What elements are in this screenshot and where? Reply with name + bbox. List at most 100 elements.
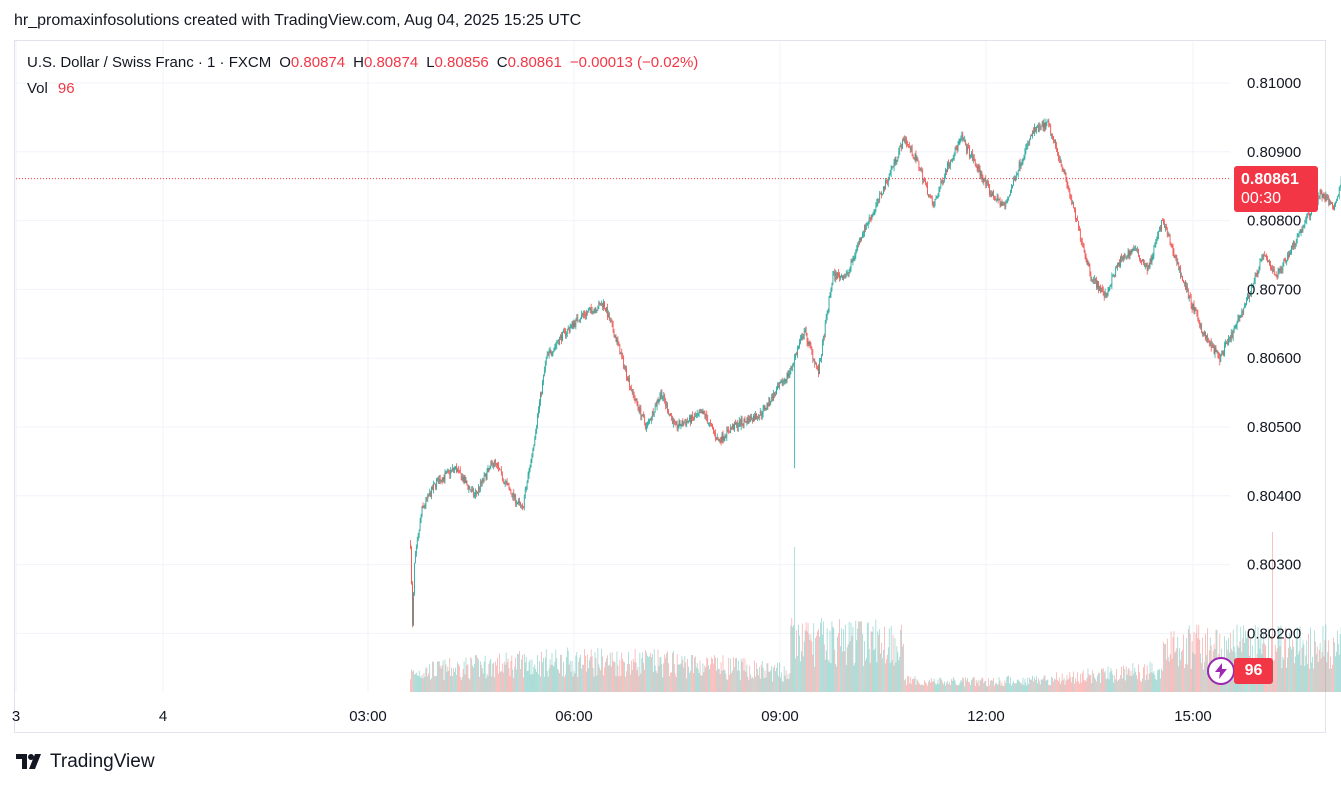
volume-bar	[1206, 654, 1207, 692]
candle-body	[767, 403, 769, 406]
volume-bar	[1186, 638, 1187, 692]
candle-body	[838, 273, 839, 275]
volume-bar	[1315, 654, 1317, 692]
volume-bar	[764, 670, 766, 692]
candle-body	[832, 274, 834, 284]
volume-bar	[662, 677, 664, 692]
candle-body	[735, 422, 736, 425]
volume-bar	[475, 654, 476, 692]
candle-body	[822, 342, 823, 356]
candle-body	[1291, 245, 1292, 253]
volume-bar	[895, 662, 897, 692]
candle-body	[1318, 195, 1320, 197]
volume-bar	[1125, 666, 1127, 692]
candle-body	[1256, 273, 1258, 275]
candle-body	[650, 419, 651, 421]
candle-body	[488, 468, 490, 469]
volume-bar	[1154, 675, 1156, 692]
candle-body	[1131, 249, 1133, 253]
volume-bar	[965, 677, 967, 692]
candle-body	[539, 402, 540, 410]
volume-bar	[1069, 672, 1071, 692]
lightning-icon[interactable]	[1207, 657, 1235, 685]
volume-bar	[783, 666, 785, 692]
candle-body	[1248, 295, 1249, 299]
candle-body	[428, 494, 430, 497]
volume-label[interactable]: Vol	[27, 80, 48, 97]
volume-bar	[508, 667, 510, 692]
volume-bar	[1160, 678, 1161, 692]
candle-body	[963, 140, 965, 141]
volume-bar	[521, 659, 522, 692]
volume-bar	[742, 657, 744, 692]
volume-bar	[717, 668, 719, 692]
volume-bar	[445, 664, 447, 692]
candle-body	[678, 421, 680, 427]
volume-bar	[512, 669, 514, 692]
candle-body	[1216, 351, 1218, 353]
volume-bar	[600, 670, 602, 692]
candle-body	[1095, 279, 1096, 281]
candle-body	[1320, 189, 1322, 194]
volume-bar	[837, 636, 838, 692]
candle-body	[995, 199, 997, 201]
candle-body	[1109, 286, 1111, 288]
candle-body	[801, 336, 803, 340]
volume-bar	[1280, 625, 1282, 692]
candle-body	[1053, 136, 1054, 140]
volume-bar	[1165, 659, 1167, 692]
volume-bar	[1005, 683, 1007, 692]
candle-body	[575, 318, 577, 326]
candle-body	[512, 492, 514, 498]
candle-body	[949, 165, 950, 167]
symbol-name[interactable]: U.S. Dollar / Swiss Franc · 1 · FXCM	[27, 54, 272, 71]
volume-bar	[907, 676, 909, 692]
candle-body	[1195, 308, 1197, 311]
volume-bar	[1057, 679, 1058, 692]
candle-body	[1005, 201, 1007, 207]
volume-bar	[1093, 673, 1095, 692]
volume-bar	[1281, 668, 1283, 692]
candle-body	[736, 422, 737, 425]
volume-bar	[1309, 668, 1310, 692]
candle-body	[738, 420, 740, 426]
candle-body	[1142, 259, 1143, 262]
volume-bar	[1087, 668, 1089, 692]
volume-bar	[548, 668, 550, 692]
volume-bar	[635, 662, 637, 692]
candle-body	[1194, 308, 1196, 312]
volume-bar	[1117, 680, 1118, 692]
volume-bar	[518, 654, 519, 692]
volume-bar	[1121, 666, 1122, 692]
candle-body	[929, 195, 931, 197]
volume-bar	[760, 665, 762, 692]
volume-bar	[751, 678, 753, 692]
candle-body	[849, 267, 851, 270]
candle-body	[1262, 254, 1264, 258]
volume-bar	[1302, 640, 1304, 692]
volume-bar	[929, 682, 931, 692]
candle-body	[1335, 202, 1336, 206]
open-value: 0.80874	[290, 54, 346, 71]
candle-body	[1204, 332, 1205, 335]
volume-bar	[819, 636, 820, 692]
candle-body	[1292, 245, 1293, 248]
candle-body	[660, 391, 662, 396]
candle-body	[754, 415, 755, 420]
candle-body	[1184, 281, 1185, 283]
volume-bar	[695, 667, 697, 692]
volume-bar	[1070, 676, 1072, 692]
candle-body	[1097, 281, 1098, 288]
candle-body	[447, 470, 449, 472]
volume-bar	[1139, 672, 1140, 692]
candle-body	[620, 352, 622, 355]
footer-brand[interactable]: TradingView	[16, 750, 155, 774]
candle-body	[1199, 322, 1201, 328]
candle-body	[1069, 189, 1071, 197]
candle-body	[1219, 356, 1221, 362]
last-price-value: 0.80861	[1241, 171, 1299, 188]
candle-body	[1321, 193, 1323, 198]
volume-bar	[1306, 640, 1308, 692]
candle-body	[466, 480, 468, 485]
